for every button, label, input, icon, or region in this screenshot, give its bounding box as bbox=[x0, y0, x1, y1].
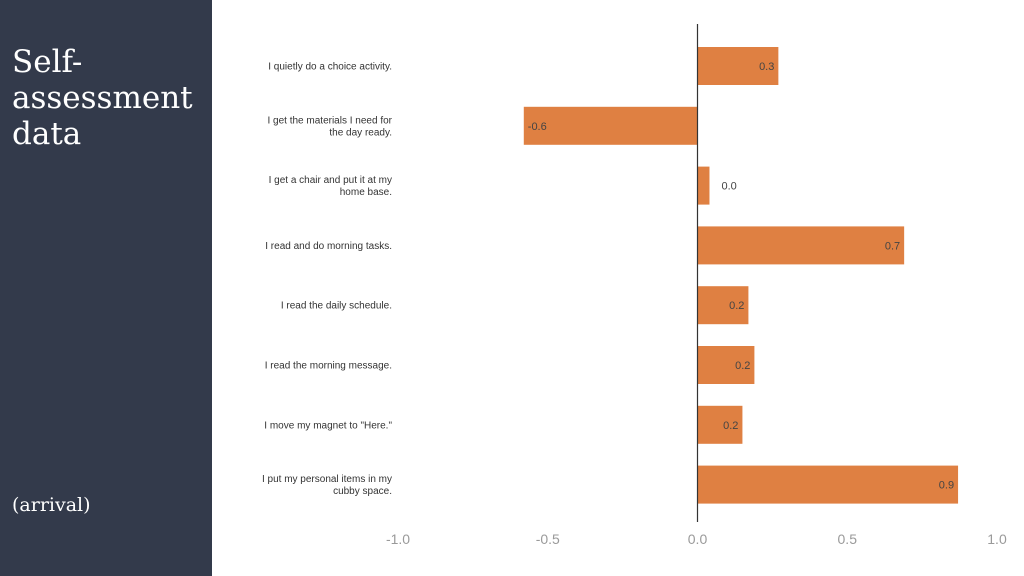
data-label: 0.2 bbox=[735, 360, 750, 372]
data-label: 0.2 bbox=[729, 300, 744, 312]
x-tick-label: 0.0 bbox=[688, 531, 708, 547]
data-label: 0.9 bbox=[939, 480, 954, 492]
bar bbox=[697, 405, 743, 444]
category-label: I get a chair and put it at my home base. bbox=[269, 175, 392, 198]
category-label: I read the morning message. bbox=[265, 361, 392, 372]
category-label: I quietly do a choice activity. bbox=[268, 62, 392, 73]
x-tick-label: -1.0 bbox=[386, 531, 410, 547]
category-label: I read the daily schedule. bbox=[281, 301, 392, 312]
bar bbox=[697, 465, 959, 504]
category-label: I move my magnet to "Here." bbox=[264, 420, 392, 431]
category-label: I put my personal items in my cubby space… bbox=[262, 474, 392, 497]
data-label: 0.3 bbox=[759, 61, 774, 73]
slide-subtitle: (arrival) bbox=[12, 494, 91, 516]
data-label: 0.2 bbox=[723, 420, 738, 432]
data-label: 0.7 bbox=[885, 240, 900, 252]
data-label: -0.6 bbox=[528, 121, 547, 133]
sidebar-panel: Self-assessment data (arrival) bbox=[0, 0, 212, 576]
x-tick-label: 1.0 bbox=[987, 531, 1007, 547]
x-tick-label: 0.5 bbox=[838, 531, 858, 547]
bar bbox=[697, 286, 749, 325]
x-tick-label: -0.5 bbox=[536, 531, 560, 547]
bar bbox=[523, 106, 698, 145]
data-label: 0.0 bbox=[721, 181, 736, 193]
bar bbox=[697, 346, 755, 384]
bar bbox=[697, 166, 710, 205]
category-label: I get the materials I need for the day re… bbox=[267, 115, 392, 138]
bar bbox=[697, 47, 779, 85]
bar bbox=[697, 226, 905, 265]
slide-title: Self-assessment data bbox=[12, 44, 193, 152]
category-label: I read and do morning tasks. bbox=[265, 241, 392, 252]
